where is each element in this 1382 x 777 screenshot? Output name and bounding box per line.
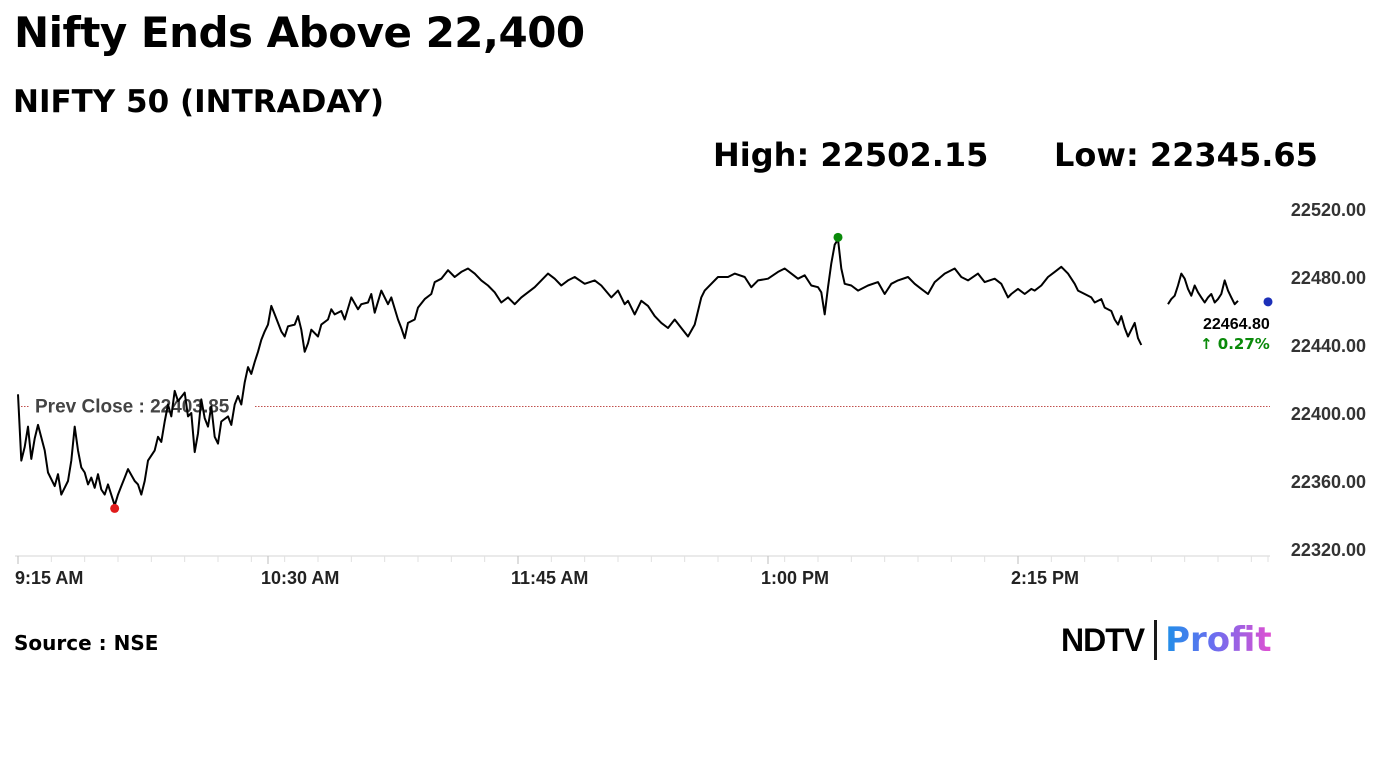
y-tick-label: 22520.00 bbox=[1291, 200, 1366, 220]
y-tick-label: 22440.00 bbox=[1291, 336, 1366, 356]
brand-logo-ndtv: NDTV bbox=[1061, 621, 1145, 658]
day-low-stat: Low: 22345.65 bbox=[1054, 136, 1318, 174]
x-tick-label: 9:15 AM bbox=[15, 568, 83, 588]
prev-close-label-bg bbox=[30, 390, 254, 415]
brand-logo-divider bbox=[1154, 620, 1158, 660]
source-note: Source : NSE bbox=[14, 631, 159, 655]
y-tick-label: 22320.00 bbox=[1291, 540, 1366, 560]
price-series-line bbox=[17, 238, 1143, 507]
y-tick-label: 22400.00 bbox=[1291, 404, 1366, 424]
y-tick-label: 22480.00 bbox=[1291, 268, 1366, 288]
change-percent-label: ↑ 0.27% bbox=[1200, 335, 1270, 353]
brand-logo: NDTV Profit bbox=[1061, 618, 1272, 662]
chart-title: NIFTY 50 (INTRADAY) bbox=[13, 84, 385, 120]
x-tick-label: 2:15 PM bbox=[1011, 568, 1079, 588]
last-price-label: 22464.80 bbox=[1203, 316, 1270, 333]
x-tick-label: 1:00 PM bbox=[761, 568, 829, 588]
x-tick-label: 11:45 AM bbox=[511, 568, 588, 588]
brand-logo-profit: Profit bbox=[1165, 620, 1272, 660]
prev-close-label: Prev Close : 22403.85 bbox=[35, 396, 230, 417]
x-tick-label: 10:30 AM bbox=[261, 568, 339, 588]
y-tick-label: 22360.00 bbox=[1291, 472, 1366, 492]
last-price-marker bbox=[1263, 297, 1273, 307]
day-high-stat: High: 22502.15 bbox=[713, 136, 989, 174]
headline: Nifty Ends Above 22,400 bbox=[14, 8, 585, 57]
day-high-marker bbox=[833, 232, 843, 242]
price-series-line bbox=[1167, 272, 1239, 306]
day-low-marker bbox=[110, 503, 120, 513]
